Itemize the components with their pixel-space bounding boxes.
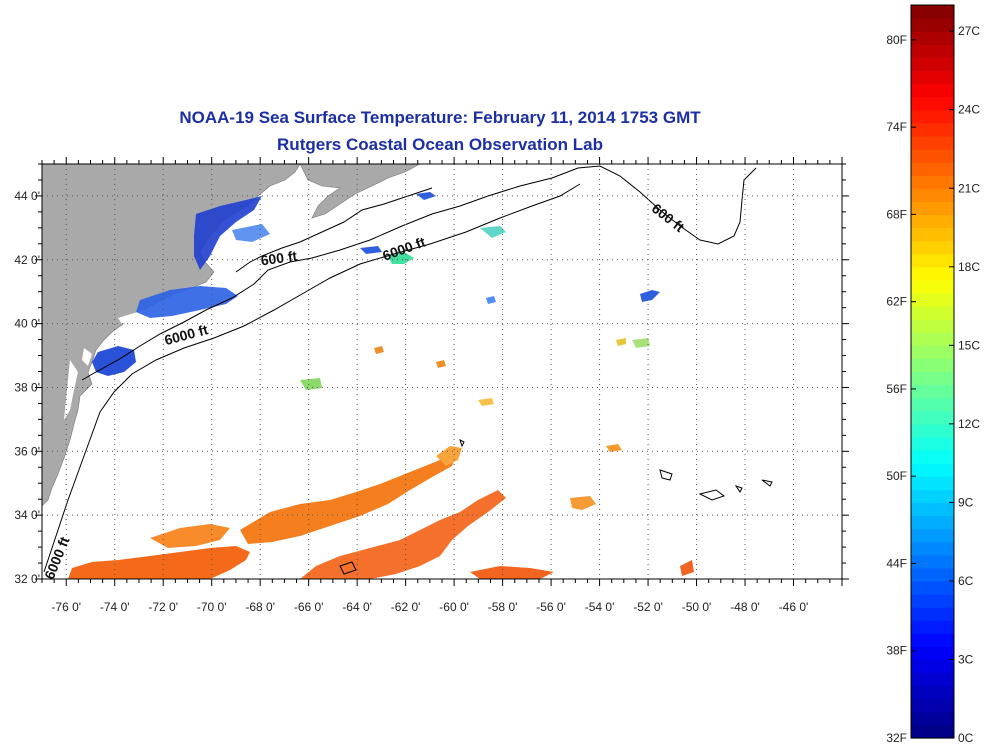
latitude-label: 36 0' <box>14 444 40 458</box>
longitude-label: -66 0' <box>294 600 324 614</box>
longitude-label: -48 0' <box>730 600 760 614</box>
longitude-label: -56 0' <box>536 600 566 614</box>
longitude-label: -68 0' <box>245 600 275 614</box>
map-ticks <box>35 157 849 586</box>
longitude-label: -46 0' <box>779 600 809 614</box>
contour-6000ft <box>43 183 581 573</box>
longitude-label: -72 0' <box>148 600 178 614</box>
cold-water-patches <box>92 192 660 376</box>
latitude-label: 44 0' <box>14 189 40 203</box>
contour-inner-gulf <box>235 187 433 273</box>
longitude-label: -50 0' <box>682 600 712 614</box>
latitude-label: 34 0' <box>14 508 40 522</box>
longitude-label: -60 0' <box>439 600 469 614</box>
latitude-labels: 32 0' 34 0' 36 0' 38 0' 40 0' 42 0' 44 0' <box>14 189 40 586</box>
longitude-label: -74 0' <box>100 600 130 614</box>
longitude-label: -52 0' <box>633 600 663 614</box>
latitude-label: 42 0' <box>14 253 40 267</box>
warm-water-patches <box>68 346 694 579</box>
land-nova-scotia <box>299 164 421 219</box>
map-subtitle: Rutgers Coastal Ocean Observation Lab <box>277 135 603 154</box>
latitude-label: 32 0' <box>14 572 40 586</box>
map-title: NOAA-19 Sea Surface Temperature: Februar… <box>179 108 701 127</box>
latitude-label: 38 0' <box>14 380 40 394</box>
longitude-label: -58 0' <box>488 600 518 614</box>
depth-contours <box>43 165 773 575</box>
longitude-label: -76 0' <box>51 600 81 614</box>
inlet-chesapeake <box>64 360 78 420</box>
contour-label: 600 ft <box>260 247 299 268</box>
longitude-label: -54 0' <box>585 600 615 614</box>
longitude-label: -70 0' <box>197 600 227 614</box>
contour-600ft <box>81 165 757 381</box>
mid-temp-patches <box>300 226 650 390</box>
longitude-label: -64 0' <box>342 600 372 614</box>
inlet-delaware <box>82 348 92 366</box>
latitude-label: 40 0' <box>14 317 40 331</box>
longitude-labels: -76 0' -74 0' -72 0' -70 0' -68 0' -66 0' -64 … <box>51 600 808 614</box>
longitude-label: -62 0' <box>391 600 421 614</box>
contour-islands <box>339 439 773 575</box>
